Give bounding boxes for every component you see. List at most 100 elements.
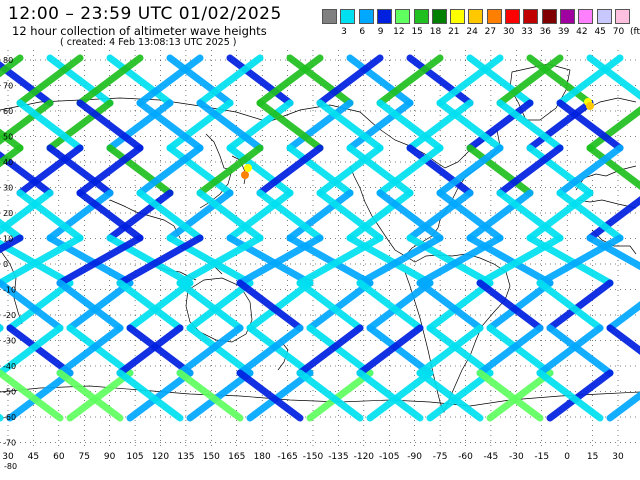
altimeter-track-segment: [556, 54, 624, 107]
altimeter-track-segment: [376, 189, 444, 242]
altimeter-track-segment: [286, 189, 354, 242]
altimeter-track-segment: [466, 99, 534, 152]
high-wave-hotspot: [241, 171, 249, 179]
altimeter-track-segment: [76, 189, 144, 242]
legend-label: 36: [539, 27, 552, 37]
longitude-label: 45: [27, 452, 40, 462]
legend-swatch: [376, 9, 392, 24]
longitude-label: 165: [228, 452, 246, 462]
legend-swatch: [541, 9, 557, 24]
longitude-label: 105: [126, 452, 144, 462]
legend-label: 42: [576, 27, 588, 37]
altimeter-track-segment: [536, 369, 604, 422]
altimeter-track-segment: [0, 234, 24, 254]
altimeter-track-segment: [416, 324, 484, 377]
longitude-label: -15: [534, 452, 550, 462]
australia-coast: [185, 277, 253, 343]
altimeter-track-segment: [356, 234, 444, 287]
altimeter-track-segment: [246, 369, 314, 422]
altimeter-track-segment: [116, 324, 184, 377]
altimeter-track-segment: [606, 324, 640, 355]
altimeter-track-segment: [496, 99, 564, 152]
altimeter-track-segment: [196, 54, 264, 107]
altimeter-track-segment: [416, 234, 504, 287]
altimeter-track-segment: [126, 279, 194, 332]
altimeter-track-segment: [346, 189, 414, 242]
longitude-label: 180: [253, 452, 271, 462]
altimeter-track-segment: [366, 369, 434, 422]
latitude-label: -10: [3, 286, 16, 295]
high-wave-hotspot: [586, 102, 594, 110]
legend-swatch: [395, 9, 411, 24]
altimeter-track-segment: [296, 279, 364, 332]
altimeter-track-segment: [346, 99, 414, 152]
altimeter-track-segment: [346, 144, 414, 197]
legend-label: 21: [448, 27, 460, 37]
altimeter-track-segment: [496, 54, 564, 107]
legend-label: 15: [411, 27, 423, 37]
altimeter-track-segment: [586, 106, 640, 152]
altimeter-track-segment: [226, 99, 294, 152]
latitude-label: 60: [3, 107, 13, 116]
altimeter-track-segment: [16, 189, 84, 242]
altimeter-track-segment: [436, 189, 504, 242]
altimeter-track-segment: [526, 54, 594, 107]
altimeter-track-segment: [236, 234, 324, 287]
longitude-label: -165: [277, 452, 298, 462]
altimeter-track-segment: [256, 99, 324, 152]
altimeter-track-segment: [426, 279, 494, 332]
created-timestamp: ( created: 4 Feb 13:08:13 UTC 2025 ): [60, 37, 237, 48]
altimeter-track-segment: [296, 369, 364, 422]
altimeter-track-segment: [6, 369, 74, 422]
latitude-label: -70: [3, 439, 16, 448]
longitude-label: 75: [78, 452, 90, 462]
altimeter-track-segment: [356, 279, 424, 332]
altimeter-track-segment: [416, 369, 484, 422]
altimeter-track-segment: [286, 54, 354, 107]
altimeter-tracks: [0, 54, 640, 422]
altimeter-track-segment: [586, 196, 640, 242]
latitude-label: 50: [3, 133, 13, 142]
legend-swatch: [450, 9, 466, 24]
altimeter-track-segment: [0, 99, 54, 145]
altimeter-track-segment: [286, 99, 354, 152]
altimeter-track-segment: [316, 189, 384, 242]
altimeter-track-segment: [366, 279, 434, 332]
legend-label: 27: [484, 27, 497, 37]
latitude-label: -20: [3, 311, 16, 320]
altimeter-track-segment: [116, 234, 204, 287]
altimeter-track-segment: [196, 99, 264, 152]
altimeter-track-segment: [536, 279, 604, 332]
altimeter-track-segment: [466, 189, 534, 242]
altimeter-track-segment: [0, 234, 84, 287]
altimeter-track-segment: [76, 99, 144, 152]
altimeter-track-segment: [256, 144, 324, 197]
altimeter-track-segment: [256, 189, 324, 242]
legend-swatch: [578, 9, 594, 24]
longitude-label: 150: [202, 452, 220, 462]
altimeter-track-segment: [556, 189, 624, 242]
longitude-label: -120: [353, 452, 375, 462]
latitude-label: 80: [3, 56, 13, 65]
altimeter-track-segment: [166, 54, 234, 107]
altimeter-track-segment: [176, 369, 244, 422]
altimeter-track-segment: [166, 99, 234, 152]
altimeter-track-segment: [536, 324, 604, 377]
altimeter-track-segment: [406, 189, 474, 242]
altimeter-track-segment: [296, 234, 384, 287]
altimeter-track-segment: [486, 369, 554, 422]
altimeter-track-segment: [496, 189, 564, 242]
altimeter-track-segment: [556, 99, 624, 152]
altimeter-track-segment: [46, 144, 114, 197]
altimeter-track-segment: [376, 54, 444, 107]
altimeter-track-segment: [236, 324, 304, 377]
legend-swatch: [358, 9, 374, 24]
altimeter-track-segment: [0, 218, 24, 242]
altimeter-track-segment: [0, 61, 54, 107]
altimeter-track-segment: [526, 99, 594, 152]
altimeter-track-segment: [116, 369, 184, 422]
legend-label: 70: [612, 27, 625, 37]
legend-label: 30: [502, 27, 515, 37]
altimeter-track-segment: [136, 189, 204, 242]
altimeter-track-segment: [346, 54, 414, 107]
